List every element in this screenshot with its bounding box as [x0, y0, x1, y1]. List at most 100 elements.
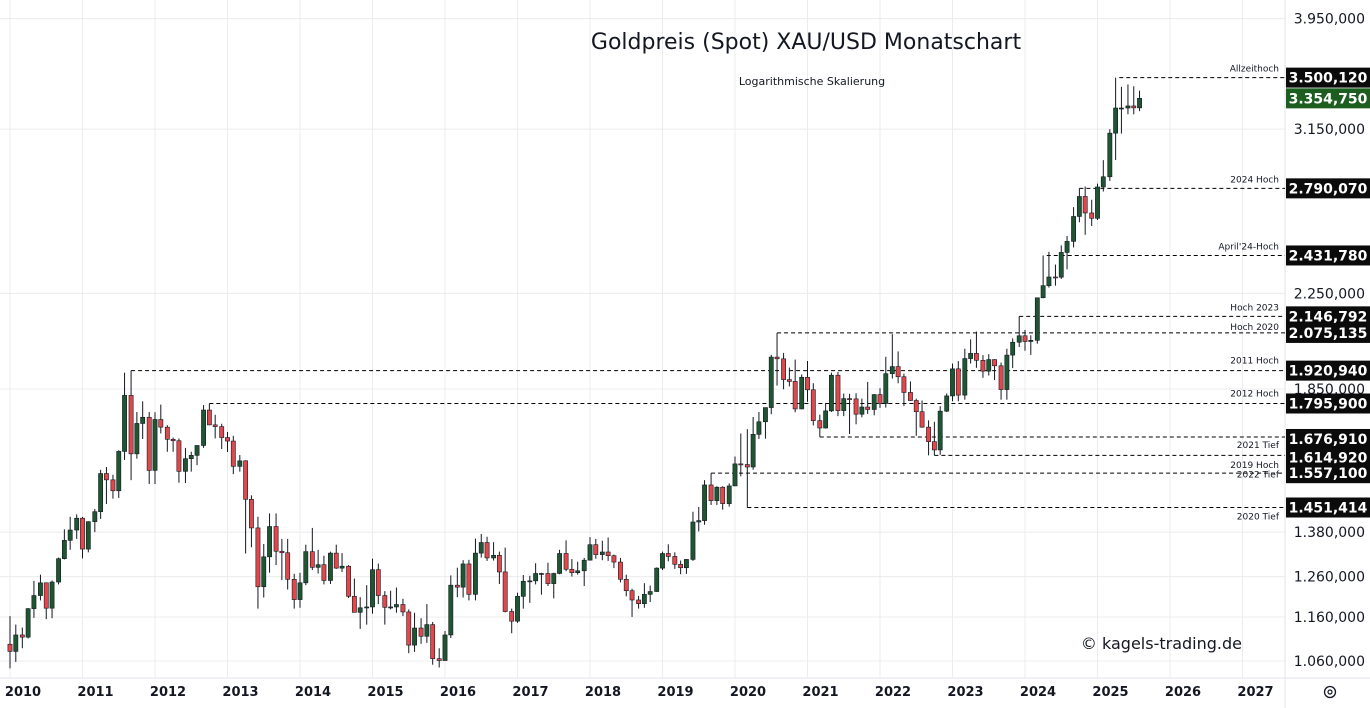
candle-body	[955, 368, 961, 396]
candle-body	[267, 526, 272, 558]
candle	[696, 506, 702, 532]
candle-body	[49, 581, 55, 609]
candle-body	[847, 398, 852, 400]
candle	[877, 388, 883, 408]
candle-body	[375, 569, 381, 596]
x-tick-label: 2020	[730, 685, 766, 700]
candle-body	[1053, 276, 1058, 279]
price-tag-label: 1.676,910	[1289, 432, 1368, 448]
candle	[768, 354, 774, 415]
candle-body	[557, 553, 562, 574]
candle	[19, 627, 25, 649]
candle	[641, 583, 647, 608]
candle-body	[641, 594, 647, 604]
candle	[1010, 338, 1016, 369]
candle	[43, 582, 49, 620]
candle	[1016, 316, 1022, 348]
candle	[382, 591, 388, 625]
candle	[569, 559, 575, 577]
candle	[1131, 86, 1137, 115]
candle-body	[243, 460, 249, 500]
candle	[575, 561, 581, 575]
candle-body	[895, 366, 901, 378]
candle	[744, 429, 750, 508]
candle-body	[901, 376, 907, 393]
candle	[895, 351, 901, 384]
price-tag-label: 2.146,792	[1289, 309, 1368, 325]
candle	[660, 551, 665, 571]
x-tick-label: 2022	[875, 685, 911, 700]
candle	[436, 648, 442, 668]
candle-body	[919, 411, 925, 428]
price-tag-label: 2.075,135	[1289, 326, 1368, 342]
candle	[629, 588, 635, 617]
candle-body	[817, 420, 823, 429]
candle	[665, 544, 671, 562]
candle-body	[768, 356, 774, 408]
candle	[188, 451, 194, 472]
watermark-text: © kagels-trading.de	[1081, 634, 1242, 653]
candle	[829, 372, 834, 412]
candle-body	[285, 552, 291, 580]
candle	[38, 574, 43, 601]
candle	[448, 575, 454, 639]
candle	[273, 513, 279, 566]
price-tag-label: 1.557,100	[1289, 466, 1368, 482]
candle-body	[13, 634, 19, 652]
candle	[545, 562, 551, 586]
candle-body	[346, 565, 351, 597]
candle-body	[328, 552, 333, 581]
candle	[400, 598, 406, 617]
candle	[955, 361, 961, 402]
price-tags: 3.500,120 2.790,070 2.431,780 2.146,7922.07…	[1286, 67, 1370, 518]
candle-body	[56, 558, 61, 583]
candle	[527, 575, 533, 603]
candle	[623, 574, 629, 597]
candle-body	[1095, 186, 1100, 219]
price-tag-box	[1286, 463, 1370, 484]
candle-body	[853, 398, 859, 415]
candle-body	[974, 353, 979, 361]
candle	[1089, 199, 1095, 227]
candle	[484, 536, 490, 561]
candle	[364, 585, 370, 625]
level-label: Hoch 2020	[1230, 323, 1279, 333]
candle	[1022, 329, 1028, 351]
candle	[908, 381, 913, 402]
candle-body	[478, 542, 484, 554]
x-tick-label: 2011	[77, 685, 113, 700]
candle-body	[351, 596, 357, 613]
candle-body	[720, 486, 726, 504]
candle-body	[1113, 107, 1119, 134]
candle	[460, 560, 466, 598]
candle	[781, 352, 786, 390]
candle-body	[67, 529, 73, 541]
candle	[454, 567, 460, 598]
candle	[865, 381, 871, 414]
candle-body	[1064, 241, 1070, 253]
candle	[647, 585, 653, 603]
candle	[418, 618, 424, 644]
candle	[424, 604, 430, 643]
level-label: 2020 Tief	[1237, 513, 1280, 523]
candle-body	[502, 571, 508, 612]
settings-gear-icon[interactable]	[1323, 685, 1337, 699]
candle	[430, 622, 436, 665]
candle-body	[473, 552, 478, 595]
candle-body	[1034, 297, 1040, 341]
candle	[158, 404, 164, 434]
candle-body	[1028, 340, 1034, 342]
candle	[394, 587, 399, 613]
candle	[502, 547, 508, 613]
candle-body	[726, 485, 732, 504]
candle	[986, 354, 992, 376]
candle-body	[1010, 341, 1016, 356]
candle-body	[763, 407, 768, 423]
candle	[267, 513, 272, 573]
candle	[774, 332, 780, 386]
candle-body	[908, 392, 913, 401]
candle-body	[496, 555, 502, 573]
candle	[805, 361, 810, 402]
price-tag-box	[1286, 360, 1370, 381]
